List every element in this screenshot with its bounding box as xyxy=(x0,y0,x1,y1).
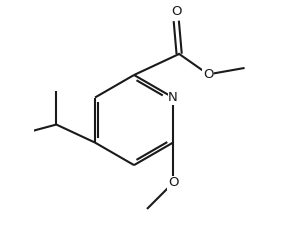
Text: O: O xyxy=(171,5,181,18)
Text: O: O xyxy=(203,68,214,81)
Text: O: O xyxy=(168,176,178,189)
Text: N: N xyxy=(168,91,178,104)
